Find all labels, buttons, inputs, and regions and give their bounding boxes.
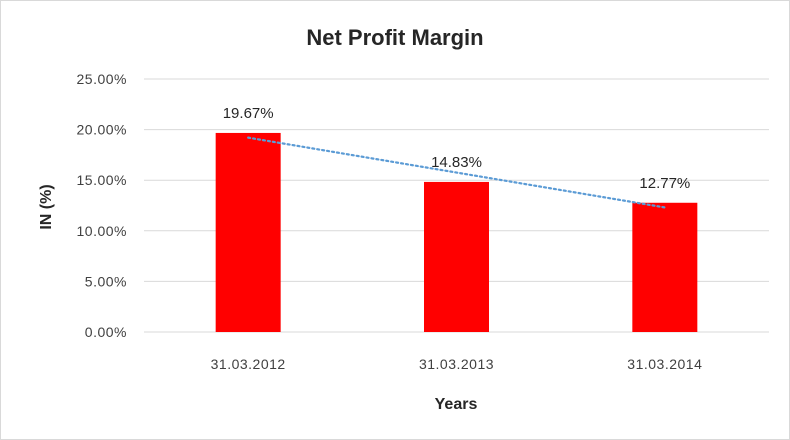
x-tick-label: 31.03.2014 [627,356,702,372]
trendline [247,136,666,209]
y-tick-label: 5.00% [85,273,127,289]
bar [215,132,281,332]
data-label: 12.77% [639,175,690,192]
y-tick-label: 0.00% [85,324,127,340]
data-label: 19.67% [223,105,274,122]
x-tick-label: 31.03.2012 [211,356,286,372]
y-tick-label: 25.00% [77,71,127,87]
bar [632,202,698,332]
y-tick-label: 20.00% [77,122,127,138]
bar [424,181,489,332]
x-axis-label: Years [435,396,478,413]
y-tick-label: 10.00% [77,223,127,239]
chart-title: Net Profit Margin [306,25,483,50]
y-axis-label: IN (%) [38,184,55,229]
y-tick-label: 15.00% [77,172,127,188]
x-tick-label: 31.03.2013 [419,356,494,372]
data-label: 14.83% [431,154,482,171]
